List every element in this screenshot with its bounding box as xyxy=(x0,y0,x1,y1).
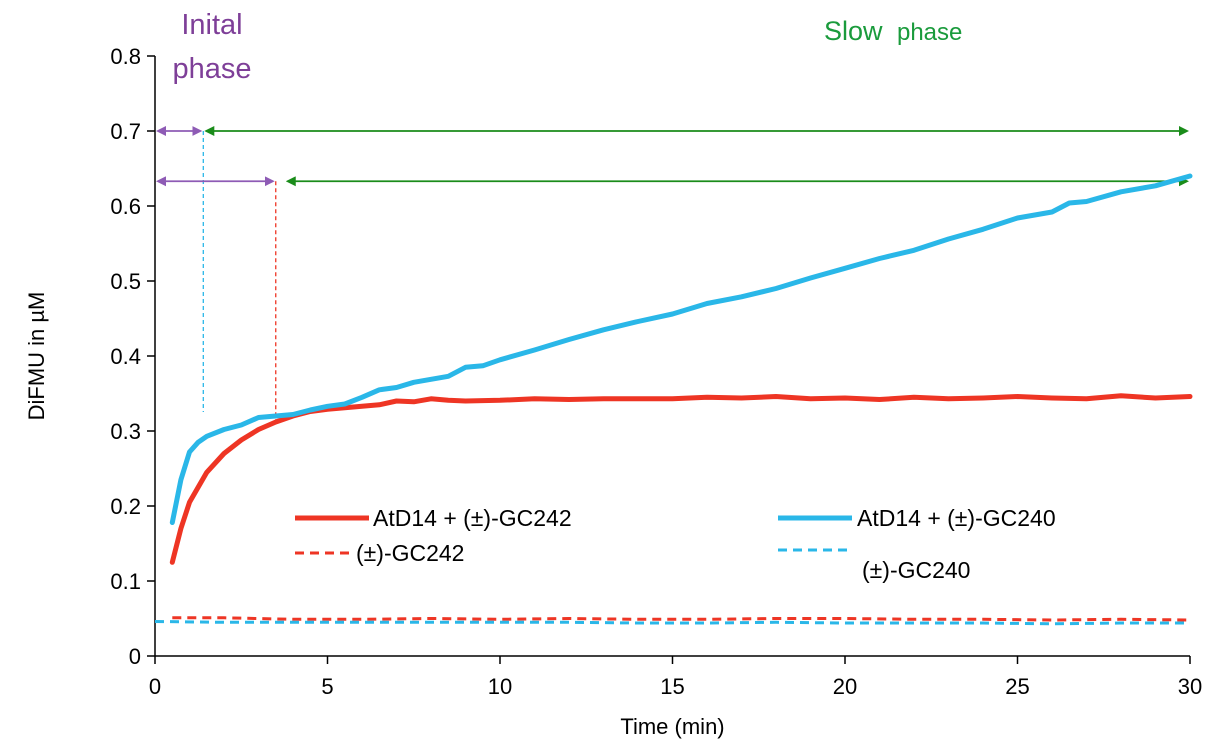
phase-guides-layer xyxy=(156,126,1189,422)
slow-phase-word1: Slow xyxy=(824,16,883,46)
x-axis-label: Time (min) xyxy=(620,714,724,739)
y-tick-label: 0.3 xyxy=(110,419,141,444)
annotations-layer: Inital phase Slow phase xyxy=(172,9,962,85)
y-tick-label: 0.2 xyxy=(110,494,141,519)
x-tick-label: 20 xyxy=(833,674,857,699)
legend-label-2: AtD14 + (±)-GC240 xyxy=(857,505,1056,531)
series-line-4 xyxy=(154,620,1190,626)
initial-phase-label-line1: Inital xyxy=(181,9,242,41)
legend: AtD14 + (±)-GC242 AtD14 + (±)-GC240 (±)-GC… xyxy=(295,505,1056,583)
series-line-1 xyxy=(169,393,1193,565)
legend-label-1: AtD14 + (±)-GC242 xyxy=(373,505,572,531)
y-tick-label: 0.8 xyxy=(110,44,141,69)
initial-phase-label-line2: phase xyxy=(172,53,251,85)
slow-phase-word2: phase xyxy=(897,19,962,46)
series-layer xyxy=(154,173,1193,626)
slow-phase-label: Slow phase xyxy=(824,16,962,46)
x-tick-label: 25 xyxy=(1005,674,1029,699)
legend-label-4: (±)-GC240 xyxy=(862,557,970,583)
x-tick-label: 0 xyxy=(149,674,161,699)
y-tick-label: 0.7 xyxy=(110,119,141,144)
axes-layer: 0 0.1 0.2 0.3 0.4 0.5 0.6 0.7 0.8 0 5 10 15 20 25 30 Tim… xyxy=(24,44,1202,739)
y-tick-label: 0.1 xyxy=(110,569,141,594)
series-line-2 xyxy=(169,173,1193,525)
series-line-3 xyxy=(172,616,1191,622)
y-tick-label: 0.5 xyxy=(110,269,141,294)
x-tick-label: 15 xyxy=(660,674,684,699)
y-axis-label: DiFMU in µM xyxy=(24,292,49,421)
x-tick-label: 5 xyxy=(321,674,333,699)
y-tick-label: 0.6 xyxy=(110,194,141,219)
x-tick-label: 30 xyxy=(1178,674,1202,699)
y-tick-label: 0.4 xyxy=(110,344,141,369)
y-tick-label: 0 xyxy=(129,644,141,669)
legend-label-3: (±)-GC242 xyxy=(356,540,464,566)
x-tick-label: 10 xyxy=(488,674,512,699)
